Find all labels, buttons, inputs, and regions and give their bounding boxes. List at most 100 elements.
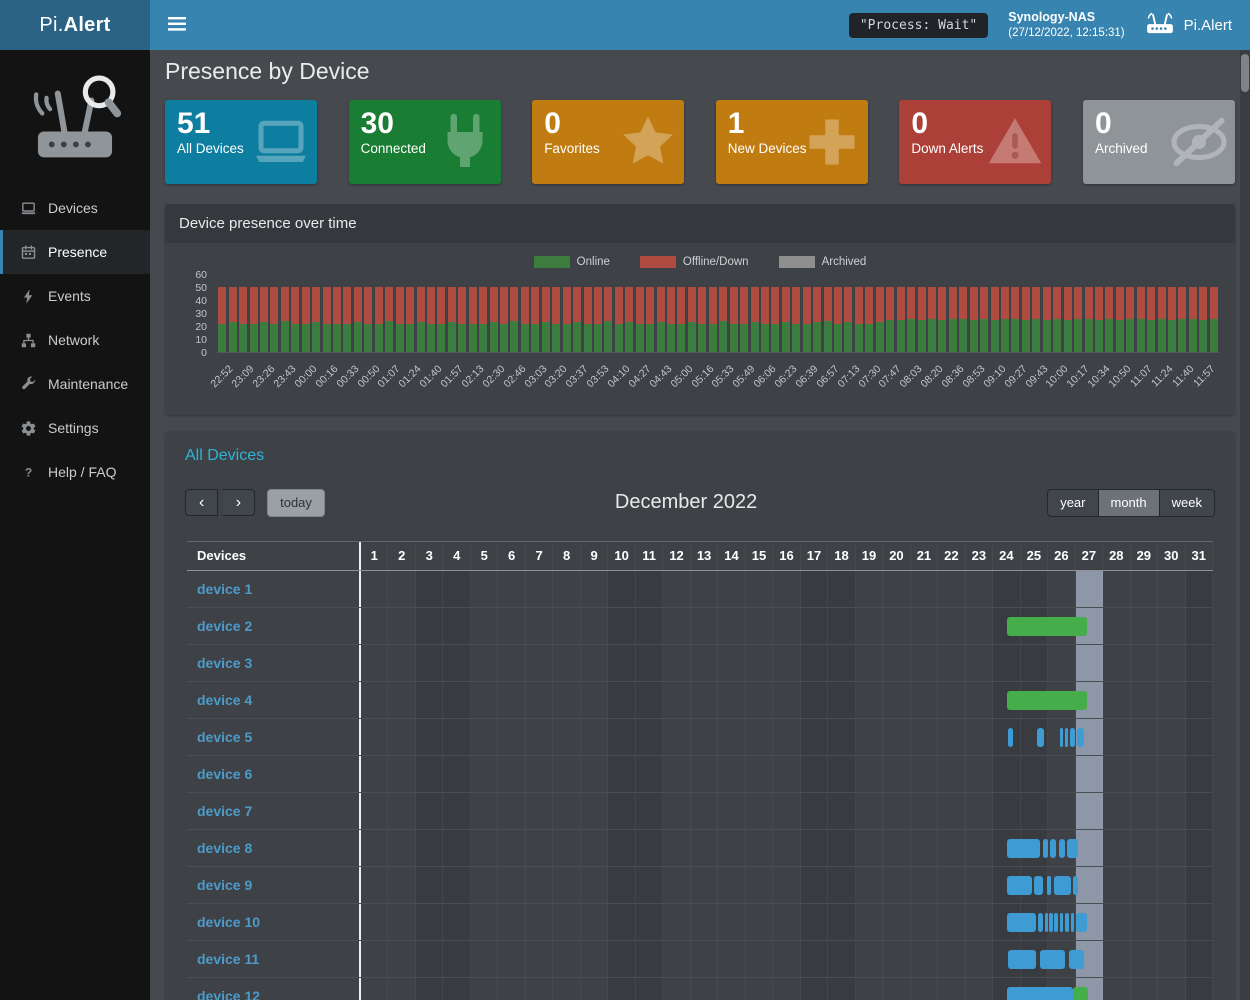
device-name-cell: device 1 — [187, 570, 361, 607]
calendar-day-header: 30 — [1158, 541, 1186, 570]
sidebar-item-presence[interactable]: Presence — [0, 230, 150, 274]
presence-bar — [1034, 875, 1043, 895]
chart-segment-offline — [343, 286, 352, 324]
chart-bar — [520, 275, 529, 352]
chart-bar — [927, 275, 936, 352]
chart-bar — [760, 275, 769, 352]
calendar-day-cell — [471, 570, 499, 607]
scrollbar-thumb[interactable] — [1241, 54, 1249, 92]
device-link[interactable]: device 1 — [197, 580, 253, 597]
view-week-button[interactable]: week — [1159, 489, 1215, 517]
calendar-day-cell — [1185, 792, 1214, 829]
sidebar-item-maintenance[interactable]: Maintenance — [0, 362, 150, 406]
chart-body: Online Offline/Down Archived 60 50 40 30 20 10 0… — [165, 243, 1235, 415]
view-month-button[interactable]: month — [1098, 489, 1160, 517]
calendar-day-cell — [828, 866, 856, 903]
calendar-day-cell — [800, 866, 829, 903]
stat-card-favorites[interactable]: 0 Favorites — [532, 100, 685, 184]
legend-label: Online — [576, 256, 610, 268]
calendar-day-cell — [581, 977, 609, 1000]
calendar-day-cell — [856, 570, 884, 607]
stat-card-all-devices[interactable]: 51 All Devices — [165, 100, 317, 184]
calendar-day-cell — [691, 866, 719, 903]
device-link[interactable]: device 12 — [197, 987, 261, 1000]
device-link[interactable]: device 7 — [197, 802, 253, 819]
device-link[interactable]: device 4 — [197, 691, 253, 708]
stat-card-down-alerts[interactable]: 0 Down Alerts — [899, 100, 1052, 184]
calendar-prev-button[interactable]: ‹ — [185, 489, 219, 517]
stat-card-new-devices[interactable]: 1 New Devices — [715, 100, 868, 184]
device-link[interactable]: device 2 — [197, 617, 253, 634]
chart-bar — [1074, 275, 1083, 352]
calendar-next-button[interactable]: › — [222, 489, 256, 517]
calendar-day-cell — [1048, 718, 1076, 755]
calendar-day-cell — [553, 755, 581, 792]
chart-segment-offline — [854, 286, 863, 324]
chart-segment-offline — [1199, 286, 1208, 320]
presence-bar — [1008, 949, 1036, 969]
device-link[interactable]: device 11 — [197, 950, 260, 967]
chart-segment-offline — [395, 286, 404, 324]
device-link[interactable]: device 9 — [197, 876, 253, 893]
calendar-day-cell — [800, 977, 829, 1000]
sidebar-item-devices[interactable]: Devices — [0, 186, 150, 230]
calendar-day-cell — [938, 903, 966, 940]
sidebar-item-events[interactable]: Events — [0, 274, 150, 318]
device-link[interactable]: device 10 — [197, 913, 261, 930]
sidebar-toggle-button[interactable] — [156, 0, 198, 50]
calendar-day-cell — [1020, 755, 1049, 792]
page-scrollbar[interactable] — [1240, 50, 1250, 1000]
calendar-day-cell — [415, 829, 444, 866]
sidebar-item-help-faq[interactable]: ? Help / FAQ — [0, 450, 150, 494]
calendar-today-button[interactable]: today — [267, 489, 325, 517]
sidebar-item-label: Events — [48, 288, 91, 304]
calendar-day-cell — [635, 607, 664, 644]
presence-bar — [1072, 986, 1088, 1000]
calendar-day-cell — [443, 570, 471, 607]
chart-segment-online — [1126, 318, 1135, 352]
calendar-day-cell — [608, 903, 636, 940]
calendar-day-header: 31 — [1186, 541, 1214, 570]
chart-bar — [322, 275, 331, 352]
device-name-cell: device 11 — [187, 940, 361, 977]
calendar-day-cell — [1075, 570, 1104, 607]
chart-segment-offline — [520, 286, 529, 324]
stat-card-connected[interactable]: 30 Connected — [348, 100, 501, 184]
hamburger-icon — [168, 16, 186, 34]
chart-segment-offline — [562, 286, 571, 324]
calendar-day-cell — [828, 681, 856, 718]
host-name: Synology-NAS — [1008, 10, 1096, 25]
calendar-day-cell — [608, 718, 636, 755]
calendar-day-header: 3 — [416, 541, 444, 570]
chart-segment-online — [395, 323, 404, 352]
chart-bar — [1188, 275, 1197, 352]
chart-bar — [813, 275, 822, 352]
device-name-cell: device 5 — [187, 718, 361, 755]
chart-bar — [802, 275, 811, 352]
stat-card-archived[interactable]: 0 Archived — [1082, 100, 1235, 184]
calendar-day-cell — [443, 977, 471, 1000]
calendar-day-cell — [526, 718, 554, 755]
legend-swatch — [639, 256, 676, 268]
sidebar-item-settings[interactable]: Settings — [0, 406, 150, 450]
calendar-day-cell — [415, 681, 444, 718]
device-link[interactable]: device 8 — [197, 839, 253, 856]
navbar-brand[interactable]: Pi.Alert — [1145, 10, 1236, 40]
chart-bar — [270, 275, 279, 352]
sidebar-item-network[interactable]: Network — [0, 318, 150, 362]
calendar-day-cell — [608, 607, 636, 644]
calendar-day-header: 1 — [361, 541, 389, 570]
calendar-day-cell — [1185, 570, 1214, 607]
chart-bar — [1042, 275, 1051, 352]
calendar-day-cell — [883, 829, 911, 866]
calendar-day-cell — [498, 755, 526, 792]
calendar-day-cell — [1048, 644, 1076, 681]
chart-segment-online — [1209, 318, 1218, 352]
chart-segment-online — [792, 323, 801, 352]
view-year-button[interactable]: year — [1047, 489, 1099, 517]
chart-bar — [969, 275, 978, 352]
device-link[interactable]: device 3 — [197, 654, 253, 671]
device-link[interactable]: device 6 — [197, 765, 253, 782]
device-link[interactable]: device 5 — [197, 728, 253, 745]
chart-segment-offline — [667, 286, 676, 324]
